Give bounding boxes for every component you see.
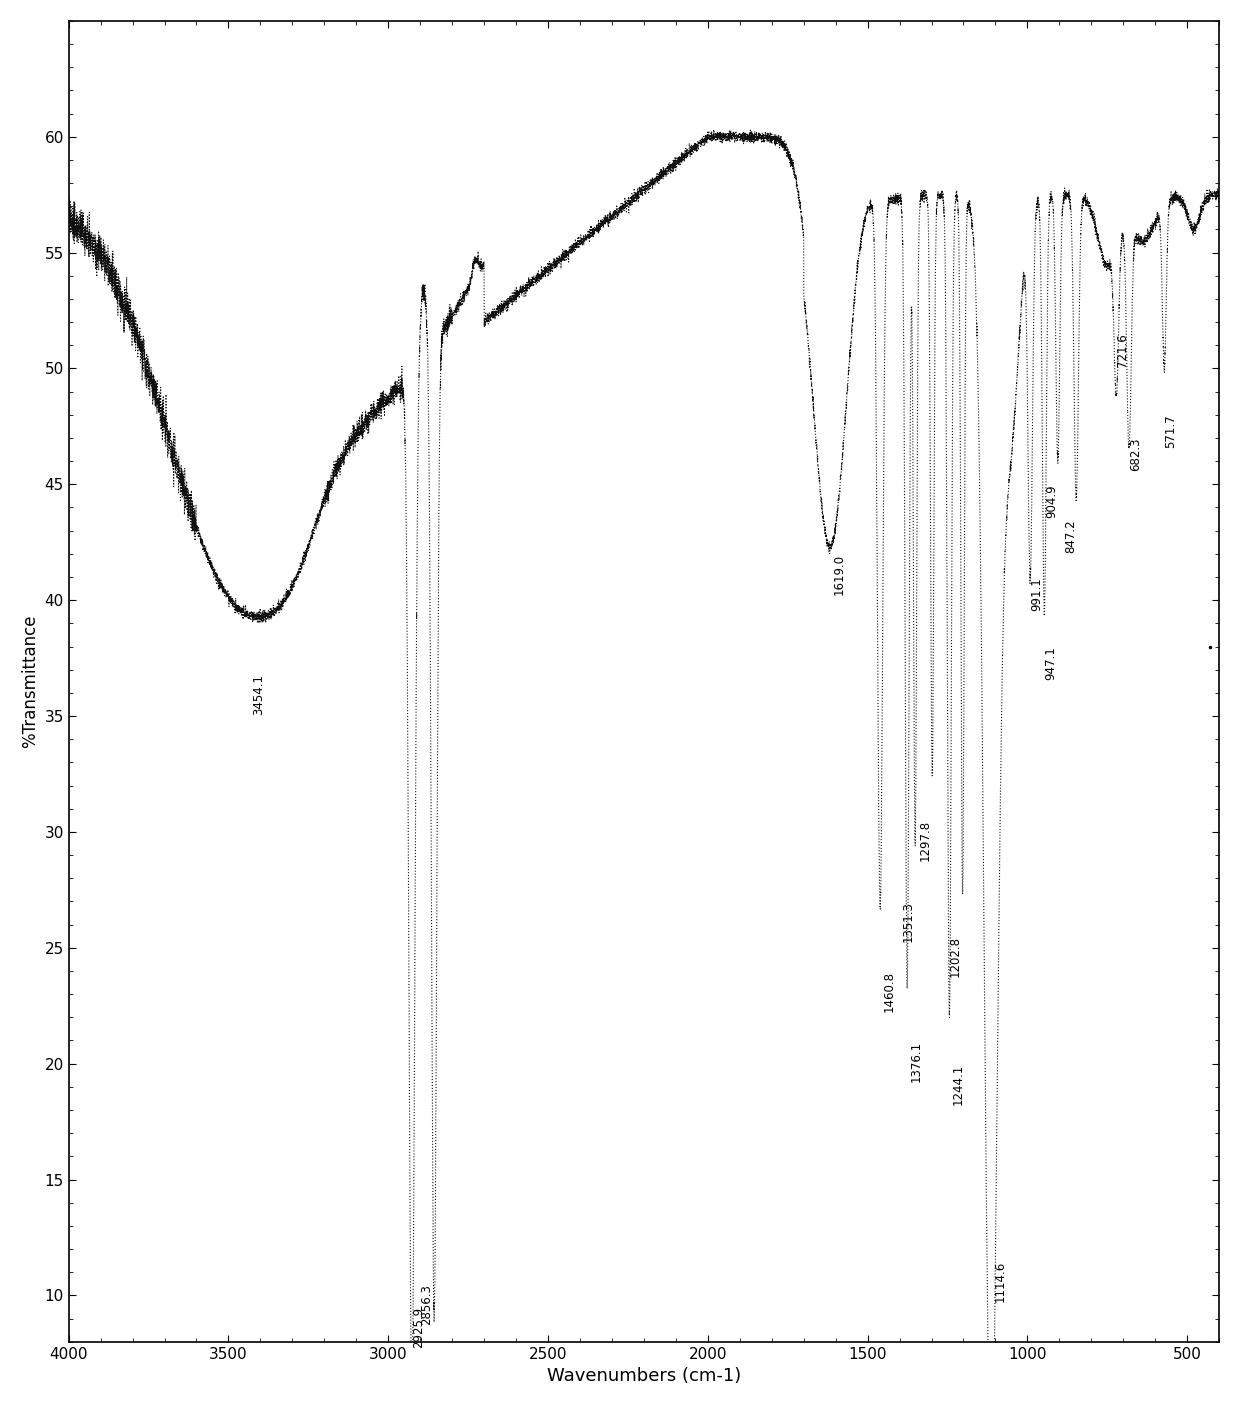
Text: 571.7: 571.7 <box>1164 415 1177 449</box>
Text: 3454.1: 3454.1 <box>253 675 265 716</box>
Y-axis label: %Transmittance: %Transmittance <box>21 614 38 748</box>
Text: 1244.1: 1244.1 <box>952 1064 965 1105</box>
Text: 1114.6: 1114.6 <box>993 1261 1006 1302</box>
Text: 2925.9: 2925.9 <box>412 1308 425 1348</box>
Text: 947.1: 947.1 <box>1044 647 1058 681</box>
Text: 2856.3: 2856.3 <box>419 1284 433 1324</box>
Text: 1376.1: 1376.1 <box>910 1040 923 1081</box>
Text: 991.1: 991.1 <box>1030 576 1043 610</box>
Text: 682.3: 682.3 <box>1128 437 1142 471</box>
Text: 1297.8: 1297.8 <box>919 820 931 862</box>
Text: 1351.3: 1351.3 <box>901 901 915 942</box>
X-axis label: Wavenumbers (cm-1): Wavenumbers (cm-1) <box>547 1367 742 1385</box>
Text: 1460.8: 1460.8 <box>883 972 895 1012</box>
Text: 721.6: 721.6 <box>1116 333 1130 367</box>
Text: 1202.8: 1202.8 <box>949 936 962 977</box>
Text: 847.2: 847.2 <box>1064 519 1078 553</box>
Text: 1619.0: 1619.0 <box>833 554 846 595</box>
Text: 904.9: 904.9 <box>1045 484 1059 517</box>
